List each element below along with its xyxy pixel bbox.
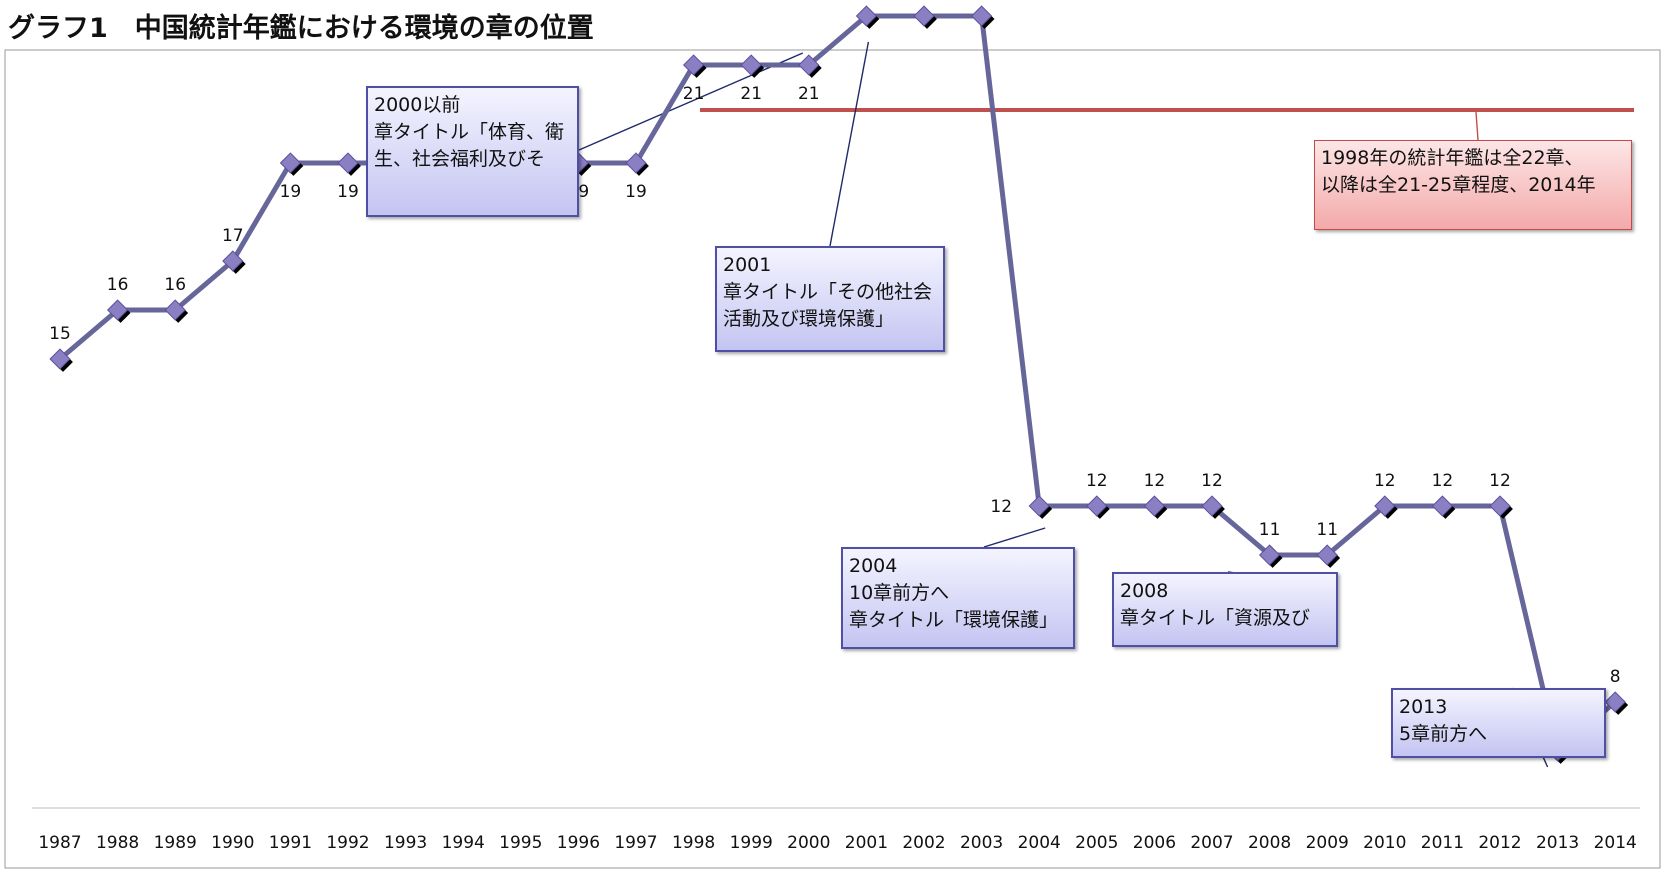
leader-2001 [829,41,870,247]
x-tick-label-1997: 1997 [614,833,657,853]
data-point-1991 [279,152,302,174]
data-point-2010 [1374,495,1396,517]
callout-2000: 2000以前 章タイトル「体育、衛生、社会福利及びそ [366,86,579,217]
x-tick-label-2010: 2010 [1363,833,1406,853]
x-tick-label-1987: 1987 [38,833,81,853]
data-label-2003: 22 [971,0,993,1]
data-label-2005: 12 [1086,471,1108,491]
data-label-1998: 21 [683,84,705,104]
data-label-2008: 11 [1259,520,1281,540]
data-point-2001 [855,5,878,27]
data-label-2009: 11 [1316,520,1338,540]
callout-2008: 2008 章タイトル「資源及び [1112,572,1338,647]
data-point-2011 [1431,495,1454,517]
data-point-2000 [798,54,820,76]
data-point-2006 [1143,495,1166,517]
data-label-2014: 8 [1610,667,1621,687]
data-label-1991: 19 [280,182,302,202]
data-point-1987 [49,348,71,370]
x-tick-label-2007: 2007 [1190,833,1233,853]
callout-1998: 1998年の統計年鑑は全22章、 以降は全21-25章程度、2014年 [1314,140,1632,230]
callout-2004: 2004 10章前方へ 章タイトル「環境保護」 [841,547,1075,649]
x-tick-label-2013: 2013 [1536,833,1579,853]
x-tick-label-2014: 2014 [1594,833,1637,853]
x-tick-label-1988: 1988 [96,833,139,853]
data-label-1989: 16 [164,275,186,295]
data-point-2003 [970,5,993,27]
x-tick-label-2012: 2012 [1478,833,1521,853]
data-label-2012: 12 [1489,471,1511,491]
x-tick-label-2006: 2006 [1133,833,1176,853]
data-point-1999 [740,54,762,76]
x-tick-label-2000: 2000 [787,833,830,853]
data-point-2005 [1086,495,1108,517]
x-tick-label-1995: 1995 [499,833,542,853]
x-tick-label-2009: 2009 [1306,833,1349,853]
data-point-1998 [682,54,705,76]
data-point-1988 [106,299,129,321]
callout-2001: 2001 章タイトル「その他社会活動及び環境保護」 [715,246,945,352]
x-tick-label-1993: 1993 [384,833,427,853]
data-point-1989 [164,299,186,321]
data-point-1990 [222,250,244,272]
data-label-1992: 19 [337,182,359,202]
data-label-1997: 19 [625,182,647,202]
data-label-2011: 12 [1432,471,1454,491]
data-label-2001: 22 [856,0,878,1]
x-tick-label-1990: 1990 [211,833,254,853]
leader-2004 [983,527,1046,548]
data-label-2006: 12 [1144,471,1166,491]
x-tick-label-1999: 1999 [730,833,773,853]
data-point-2008 [1258,544,1281,566]
plot-frame [4,49,1661,869]
x-tick-label-2003: 2003 [960,833,1003,853]
data-label-2007: 12 [1201,471,1223,491]
x-tick-label-1996: 1996 [557,833,600,853]
data-point-2012 [1489,495,1511,517]
data-label-1990: 17 [222,226,244,246]
x-tick-label-1994: 1994 [442,833,485,853]
data-label-2004: 12 [990,497,1012,517]
data-point-2009 [1316,544,1338,566]
x-tick-label-2002: 2002 [902,833,945,853]
x-tick-label-1998: 1998 [672,833,715,853]
data-point-2002 [913,5,935,27]
series-line [58,13,1617,754]
data-point-2007 [1201,495,1223,517]
callout-2013: 2013 5章前方へ [1391,688,1606,758]
data-label-2010: 12 [1374,471,1396,491]
x-tick-label-1992: 1992 [326,833,369,853]
data-label-1988: 16 [107,275,129,295]
x-tick-label-1989: 1989 [154,833,197,853]
leader-2000 [578,52,804,151]
data-point-1992 [337,152,359,174]
chart-title: グラフ1 中国統計年鑑における環境の章の位置 [8,13,594,44]
data-label-2002: 22 [913,0,935,1]
data-point-2004 [1028,495,1050,517]
x-tick-label-2008: 2008 [1248,833,1291,853]
leader-1998 [1475,111,1479,141]
x-tick-label-2001: 2001 [845,833,888,853]
data-label-2000: 21 [798,84,820,104]
x-tick-label-2005: 2005 [1075,833,1118,853]
x-tick-label-2004: 2004 [1018,833,1061,853]
x-tick-label-2011: 2011 [1421,833,1464,853]
data-point-1997 [625,152,647,174]
data-point-2014 [1604,691,1626,713]
data-label-1999: 21 [740,84,762,104]
x-tick-label-1991: 1991 [269,833,312,853]
data-label-1987: 15 [49,324,71,344]
